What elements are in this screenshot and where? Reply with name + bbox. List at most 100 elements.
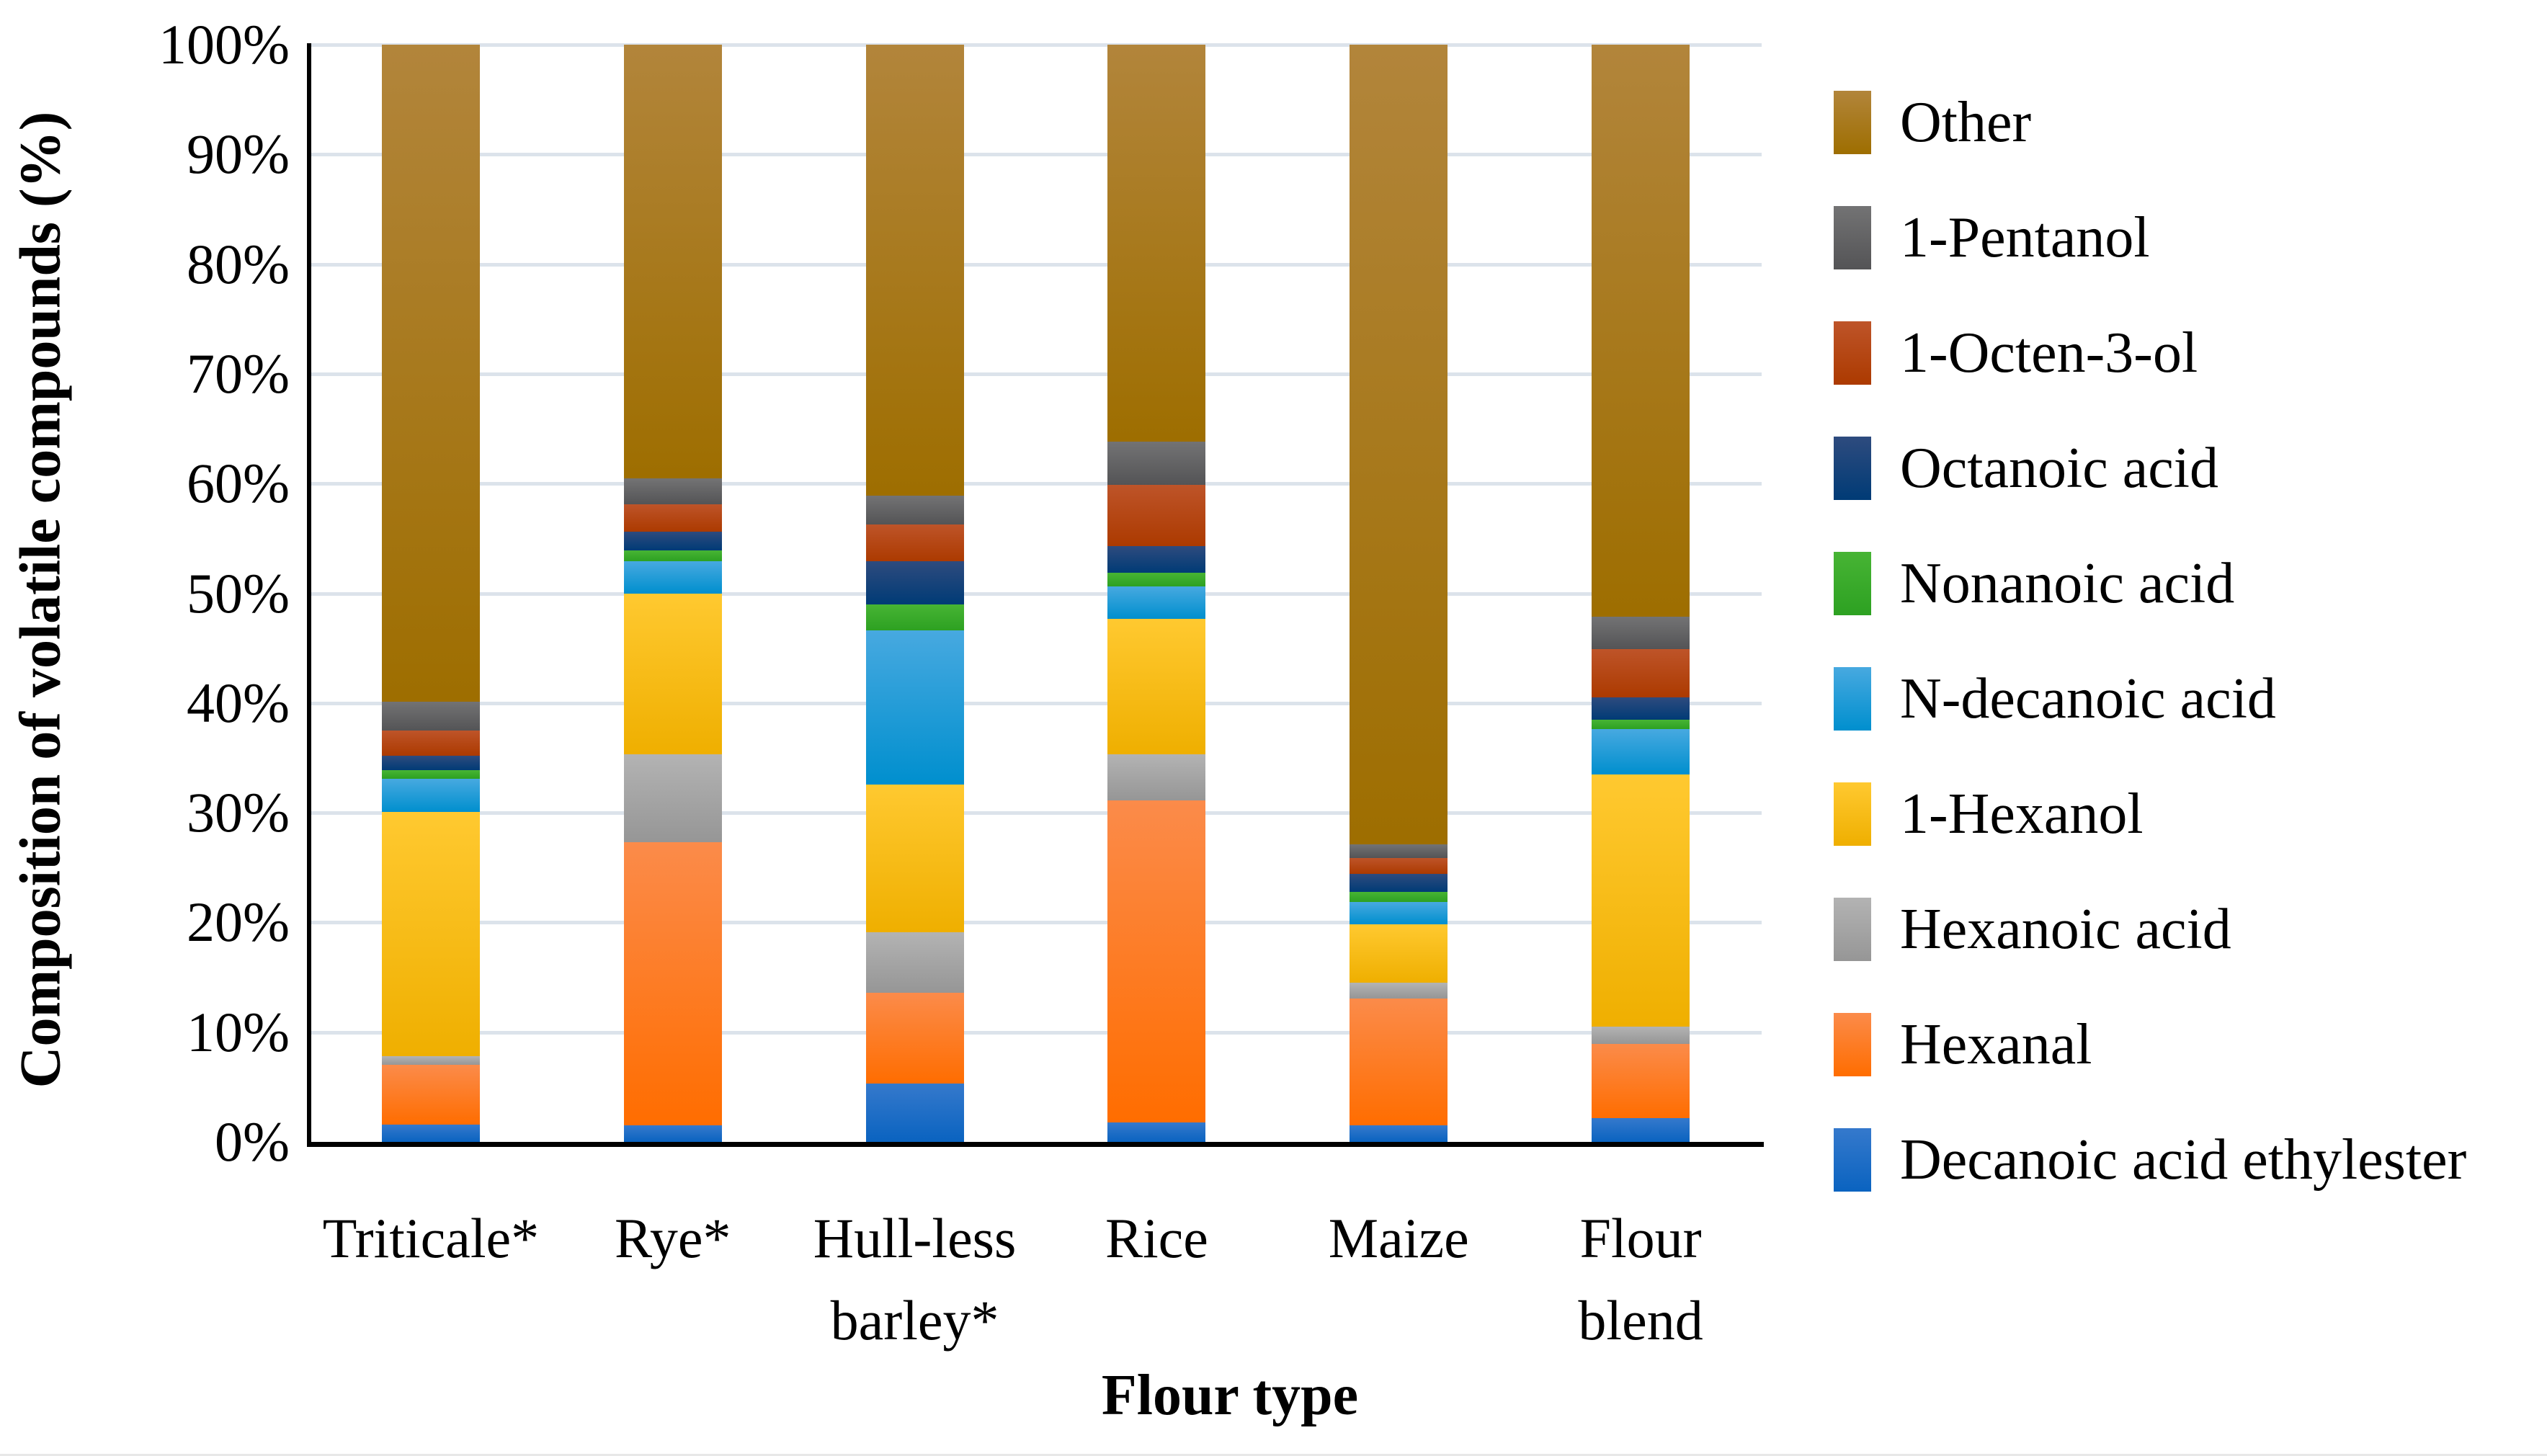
- bar-segment-1-pentanol: [381, 702, 480, 731]
- bar-triticale-: [381, 45, 480, 1142]
- bar-segment-nonanoic-acid: [865, 604, 964, 631]
- x-tick-label: Hull-less barley*: [813, 1207, 1017, 1352]
- legend-label: Hexanal: [1900, 1012, 2092, 1076]
- legend-item-n-decanoic-acid: N-decanoic acid: [1834, 641, 2276, 756]
- bar-segment-decanoic-acid-ethylester: [1107, 1122, 1206, 1142]
- bar-segment-hexanoic-acid: [623, 754, 722, 843]
- bar-flour-blend: [1592, 45, 1690, 1142]
- bar-segment-hexanoic-acid: [1592, 1027, 1690, 1045]
- bar-segment-n-decanoic-acid: [1592, 729, 1690, 774]
- y-tick-label: 100%: [159, 13, 290, 76]
- gridline-10: [310, 1030, 1762, 1035]
- legend-item-hexanoic-acid: Hexanoic acid: [1834, 872, 2231, 987]
- bar-segment-hexanal: [1592, 1044, 1690, 1118]
- y-axis-line: [307, 43, 311, 1146]
- bar-segment-1-hexanol: [1350, 924, 1448, 983]
- gridline-70: [310, 372, 1762, 376]
- legend-item-hexanal: Hexanal: [1834, 987, 2092, 1102]
- bar-maize: [1350, 45, 1448, 1142]
- bar-segment-n-decanoic-acid: [623, 561, 722, 594]
- bar-segment-1-pentanol: [623, 478, 722, 505]
- legend-label: Nonanoic acid: [1900, 551, 2235, 615]
- gridline-80: [310, 262, 1762, 267]
- bar-segment-other: [1107, 45, 1206, 442]
- bar-segment-hexanoic-acid: [1107, 754, 1206, 801]
- bar-segment-1-octen-3-ol: [1592, 649, 1690, 698]
- bar-segment-n-decanoic-acid: [381, 778, 480, 812]
- gridline-50: [310, 591, 1762, 596]
- y-tick-label: 60%: [187, 452, 290, 515]
- figure-bottom-border: [0, 1454, 2547, 1456]
- bar-segment-other: [623, 45, 722, 478]
- legend-item-1-octen-3-ol: 1-Octen-3-ol: [1834, 295, 2198, 411]
- legend-swatch: [1834, 1128, 1871, 1192]
- y-tick-label: 10%: [187, 1000, 290, 1063]
- y-tick-label: 40%: [187, 671, 290, 734]
- bar-segment-decanoic-acid-ethylester: [381, 1124, 480, 1142]
- bar-segment-decanoic-acid-ethylester: [1592, 1117, 1690, 1142]
- bar-segment-hexanoic-acid: [381, 1056, 480, 1066]
- legend-swatch: [1834, 206, 1871, 269]
- bar-segment-nonanoic-acid: [1592, 719, 1690, 730]
- bar-segment-1-octen-3-ol: [1350, 857, 1448, 875]
- bar-segment-octanoic-acid: [381, 755, 480, 770]
- legend-label: N-decanoic acid: [1900, 666, 2276, 731]
- legend-item-octanoic-acid: Octanoic acid: [1834, 411, 2218, 526]
- bar-segment-1-octen-3-ol: [865, 524, 964, 562]
- legend: Other 1-Pentanol 1-Octen-3-ol Octanoic acid…: [1834, 0, 2540, 1239]
- bar-segment-hexanal: [1350, 998, 1448, 1126]
- y-tick-label: 70%: [187, 341, 290, 405]
- legend-swatch: [1834, 552, 1871, 615]
- bar-segment-octanoic-acid: [1107, 546, 1206, 573]
- legend-swatch: [1834, 898, 1871, 961]
- bar-segment-other: [1592, 45, 1690, 617]
- bar-segment-other: [865, 45, 964, 496]
- legend-label: Hexanoic acid: [1900, 897, 2231, 961]
- legend-swatch: [1834, 1013, 1871, 1076]
- bar-hull-less-barley-: [865, 45, 964, 1142]
- bar-segment-nonanoic-acid: [1107, 572, 1206, 587]
- bar-segment-1-hexanol: [1592, 774, 1690, 1027]
- bar-segment-1-hexanol: [865, 784, 964, 933]
- bar-segment-decanoic-acid-ethylester: [865, 1084, 964, 1142]
- bar-segment-hexanal: [1107, 800, 1206, 1122]
- legend-swatch: [1834, 321, 1871, 385]
- bar-segment-hexanal: [381, 1065, 480, 1125]
- bar-segment-1-pentanol: [1107, 442, 1206, 485]
- x-tick-label: Maize: [1328, 1207, 1469, 1269]
- bar-rice: [1107, 45, 1206, 1142]
- gridline-40: [310, 701, 1762, 705]
- legend-item-decanoic-acid-ethylester: Decanoic acid ethylester: [1834, 1102, 2466, 1218]
- bar-segment-1-pentanol: [865, 496, 964, 524]
- bar-segment-1-octen-3-ol: [623, 504, 722, 532]
- legend-label: 1-Octen-3-ol: [1900, 321, 2198, 385]
- x-axis-title: Flour type: [1101, 1364, 1359, 1427]
- y-tick-label: 90%: [187, 122, 290, 186]
- bar-rye-: [623, 45, 722, 1142]
- bar-segment-other: [381, 45, 480, 702]
- gridline-20: [310, 921, 1762, 925]
- bar-segment-nonanoic-acid: [1350, 891, 1448, 902]
- bar-segment-n-decanoic-acid: [865, 630, 964, 785]
- bar-segment-decanoic-acid-ethylester: [1350, 1125, 1448, 1142]
- bar-segment-hexanoic-acid: [865, 932, 964, 993]
- bar-segment-octanoic-acid: [623, 532, 722, 551]
- gridline-30: [310, 811, 1762, 816]
- y-tick-label: 0%: [215, 1110, 290, 1173]
- plot-area: [310, 43, 1762, 1142]
- bar-segment-1-hexanol: [381, 811, 480, 1057]
- x-tick-label: Triticale*: [322, 1207, 540, 1269]
- x-tick-label: Flour blend: [1578, 1207, 1703, 1352]
- legend-label: 1-Hexanol: [1900, 782, 2144, 846]
- bar-segment-n-decanoic-acid: [1350, 901, 1448, 925]
- x-tick-label: Rice: [1105, 1207, 1208, 1269]
- x-axis-line: [307, 1142, 1764, 1147]
- bar-segment-1-pentanol: [1350, 844, 1448, 858]
- legend-item-other: Other: [1834, 65, 2031, 180]
- bar-segment-1-pentanol: [1592, 616, 1690, 650]
- y-tick-label: 50%: [187, 561, 290, 625]
- gridline-100: [310, 43, 1762, 47]
- bar-segment-nonanoic-acid: [623, 550, 722, 562]
- bar-segment-n-decanoic-acid: [1107, 586, 1206, 619]
